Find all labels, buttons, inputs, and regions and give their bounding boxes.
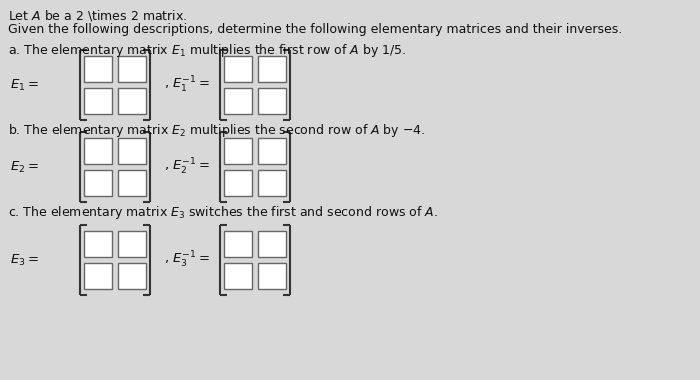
FancyBboxPatch shape (258, 56, 286, 82)
FancyBboxPatch shape (84, 56, 112, 82)
FancyBboxPatch shape (224, 231, 252, 257)
FancyBboxPatch shape (224, 170, 252, 196)
FancyBboxPatch shape (84, 263, 112, 289)
Text: a. The elementary matrix $E_1$ multiplies the first row of $A$ by 1/5.: a. The elementary matrix $E_1$ multiplie… (8, 42, 407, 59)
FancyBboxPatch shape (258, 170, 286, 196)
FancyBboxPatch shape (118, 138, 146, 164)
Text: b. The elementary matrix $E_2$ multiplies the second row of $A$ by $-4$.: b. The elementary matrix $E_2$ multiplie… (8, 122, 426, 139)
FancyBboxPatch shape (258, 138, 286, 164)
Text: , $E_2^{-1} =$: , $E_2^{-1} =$ (164, 157, 210, 177)
FancyBboxPatch shape (258, 263, 286, 289)
Text: , $E_1^{-1} =$: , $E_1^{-1} =$ (164, 75, 210, 95)
FancyBboxPatch shape (224, 138, 252, 164)
Text: $E_2 =$: $E_2 =$ (10, 160, 38, 174)
FancyBboxPatch shape (118, 231, 146, 257)
Text: Let $A$ be a 2 \times 2 matrix.: Let $A$ be a 2 \times 2 matrix. (8, 8, 188, 23)
FancyBboxPatch shape (118, 263, 146, 289)
Text: c. The elementary matrix $E_3$ switches the first and second rows of $A$.: c. The elementary matrix $E_3$ switches … (8, 204, 438, 221)
FancyBboxPatch shape (84, 170, 112, 196)
FancyBboxPatch shape (224, 56, 252, 82)
FancyBboxPatch shape (84, 88, 112, 114)
Text: $E_3 =$: $E_3 =$ (10, 252, 38, 268)
FancyBboxPatch shape (84, 231, 112, 257)
FancyBboxPatch shape (118, 88, 146, 114)
FancyBboxPatch shape (224, 88, 252, 114)
Text: , $E_3^{-1} =$: , $E_3^{-1} =$ (164, 250, 210, 270)
FancyBboxPatch shape (84, 138, 112, 164)
FancyBboxPatch shape (224, 263, 252, 289)
Text: Given the following descriptions, determine the following elementary matrices an: Given the following descriptions, determ… (8, 23, 622, 36)
FancyBboxPatch shape (118, 56, 146, 82)
FancyBboxPatch shape (258, 231, 286, 257)
Text: $E_1 =$: $E_1 =$ (10, 78, 38, 93)
FancyBboxPatch shape (258, 88, 286, 114)
FancyBboxPatch shape (118, 170, 146, 196)
